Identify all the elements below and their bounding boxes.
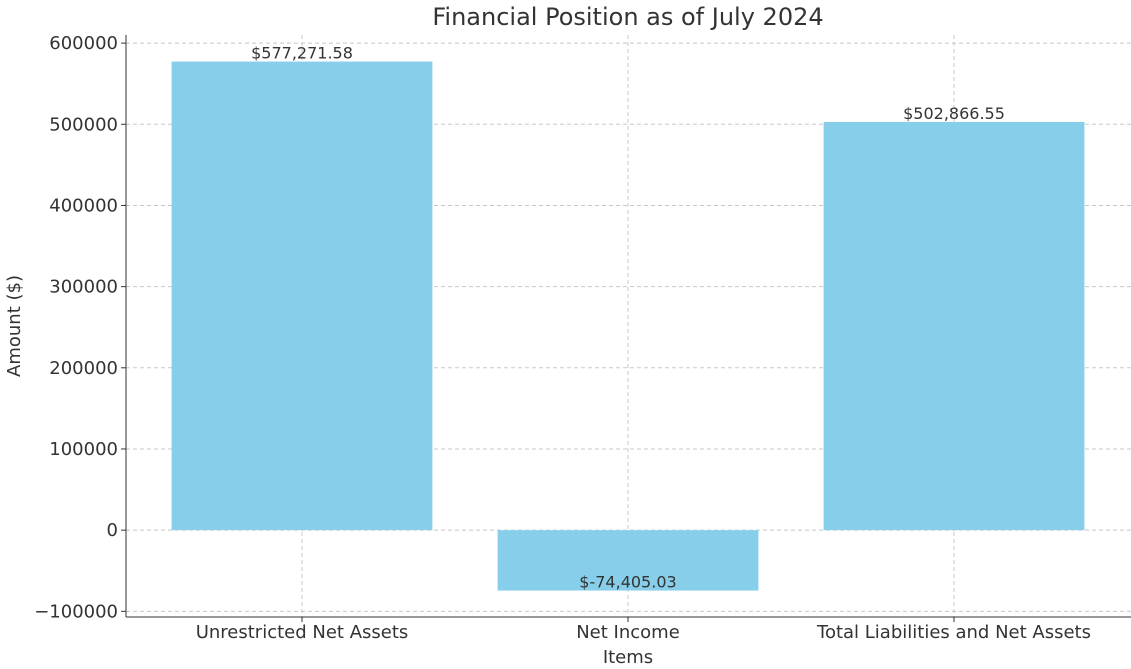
bar xyxy=(497,530,759,591)
y-tick-label: 500000 xyxy=(49,114,118,135)
y-tick-label: −100000 xyxy=(34,601,118,622)
bar xyxy=(823,121,1085,531)
y-tick-label: 300000 xyxy=(49,277,118,298)
y-tick-label: 400000 xyxy=(49,195,118,216)
y-tick-label: 0 xyxy=(107,520,118,541)
chart-title: Financial Position as of July 2024 xyxy=(432,3,823,31)
y-tick-label: 100000 xyxy=(49,439,118,460)
y-tick-label: 200000 xyxy=(49,358,118,379)
x-axis-label: Items xyxy=(603,647,653,668)
x-tick-label: Net Income xyxy=(576,622,680,643)
y-tick-label: 600000 xyxy=(49,33,118,54)
x-tick-label: Unrestricted Net Assets xyxy=(196,622,409,643)
value-label: $-74,405.03 xyxy=(579,573,676,592)
value-label: $577,271.58 xyxy=(251,44,353,63)
bar xyxy=(171,61,433,531)
value-label: $502,866.55 xyxy=(903,104,1005,123)
x-tick-label: Total Liabilities and Net Assets xyxy=(816,622,1091,643)
y-axis-label: Amount ($) xyxy=(4,275,25,377)
